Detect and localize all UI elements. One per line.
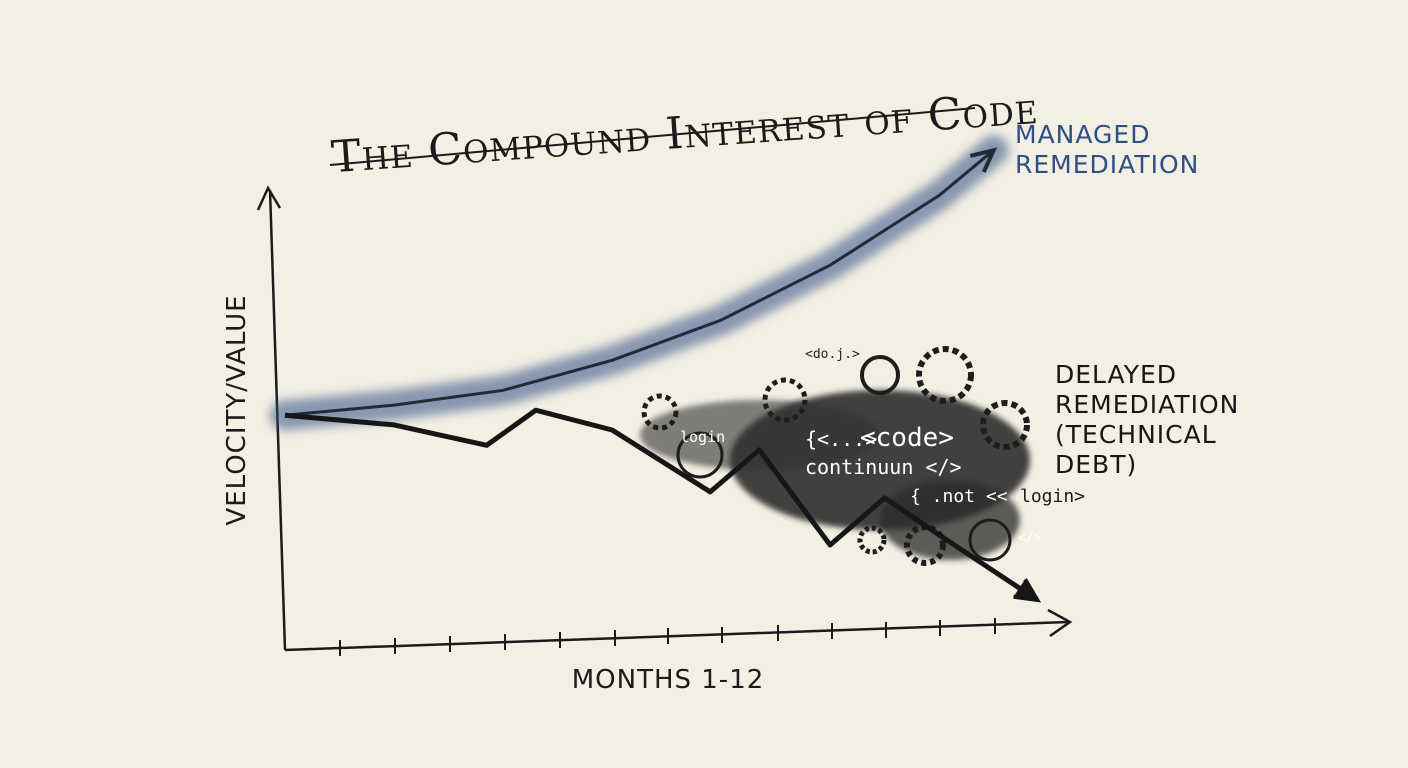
managed-band xyxy=(270,135,1009,431)
code-annotation: continuun </> xyxy=(805,455,962,479)
managed-line xyxy=(284,149,995,417)
x-axis-label: MONTHS 1-12 xyxy=(572,665,765,695)
legend-delayed: DELAYED REMEDIATION (TECHNICAL DEBT) xyxy=(1055,360,1240,479)
code-annotation: login xyxy=(680,428,725,446)
title-underline xyxy=(329,107,976,166)
arrow-head xyxy=(1013,578,1042,603)
plot-area: <do.j.> login {<...><code>continuun </> { .… xyxy=(270,135,1085,603)
code-annotation: <do.j.> xyxy=(805,347,860,362)
x-tick-marks xyxy=(339,618,996,656)
legend-managed: MANAGED REMEDIATION xyxy=(1015,120,1200,179)
code-annotation: {<...> xyxy=(805,427,877,451)
y-axis-label: VELOCITY/VALUE xyxy=(222,294,252,525)
debt-tangle xyxy=(640,346,1030,566)
arrow-head xyxy=(969,147,998,173)
code-annotation: <code> xyxy=(860,423,954,453)
code-annotation: </> xyxy=(1018,531,1042,546)
delayed-line xyxy=(284,407,1039,603)
code-annotation: { .not << xyxy=(910,486,1008,507)
code-annotation: login> xyxy=(1020,486,1085,507)
